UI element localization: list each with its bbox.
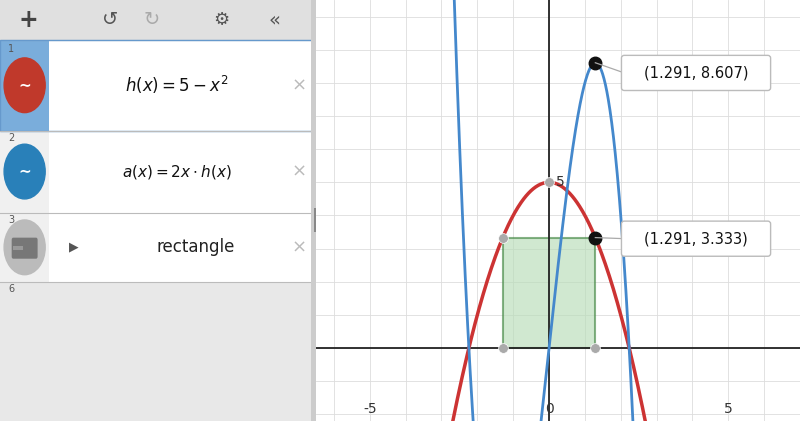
Text: ×: × [291, 238, 306, 256]
Text: ⚙: ⚙ [213, 11, 230, 29]
FancyBboxPatch shape [314, 208, 316, 232]
FancyBboxPatch shape [14, 245, 22, 250]
Text: ∼: ∼ [18, 78, 31, 93]
Text: 5: 5 [724, 402, 733, 416]
Text: 0: 0 [545, 402, 554, 416]
FancyBboxPatch shape [0, 213, 49, 282]
Text: 5: 5 [555, 175, 564, 189]
FancyBboxPatch shape [0, 0, 316, 40]
Text: 6: 6 [8, 284, 14, 294]
Circle shape [4, 144, 45, 199]
Text: ↻: ↻ [143, 11, 160, 29]
FancyBboxPatch shape [0, 40, 49, 131]
Text: 1: 1 [8, 44, 14, 54]
Text: (1.291, 3.333): (1.291, 3.333) [644, 231, 748, 246]
FancyBboxPatch shape [12, 237, 38, 258]
Text: (1.291, 8.607): (1.291, 8.607) [644, 65, 748, 80]
Text: $h(x) = 5 - x^2$: $h(x) = 5 - x^2$ [125, 74, 229, 96]
Text: rectangle: rectangle [157, 238, 235, 256]
FancyBboxPatch shape [0, 131, 49, 213]
FancyBboxPatch shape [622, 55, 770, 91]
Text: -5: -5 [363, 402, 377, 416]
FancyBboxPatch shape [49, 213, 316, 282]
Text: 3: 3 [8, 215, 14, 225]
Circle shape [4, 58, 45, 112]
Text: ×: × [291, 76, 306, 94]
Text: «: « [269, 11, 281, 29]
Bar [502, 237, 595, 348]
FancyBboxPatch shape [49, 131, 316, 213]
Text: ∼: ∼ [18, 164, 31, 179]
Text: ×: × [291, 163, 306, 181]
Text: 2: 2 [8, 133, 14, 143]
Text: $a(x) = 2x \cdot h(x)$: $a(x) = 2x \cdot h(x)$ [122, 163, 232, 181]
Text: ↺: ↺ [102, 11, 118, 29]
FancyBboxPatch shape [49, 40, 316, 131]
Text: +: + [18, 8, 38, 32]
Text: ▶: ▶ [70, 241, 79, 254]
Circle shape [4, 220, 45, 274]
FancyBboxPatch shape [622, 221, 770, 256]
FancyBboxPatch shape [311, 0, 316, 421]
